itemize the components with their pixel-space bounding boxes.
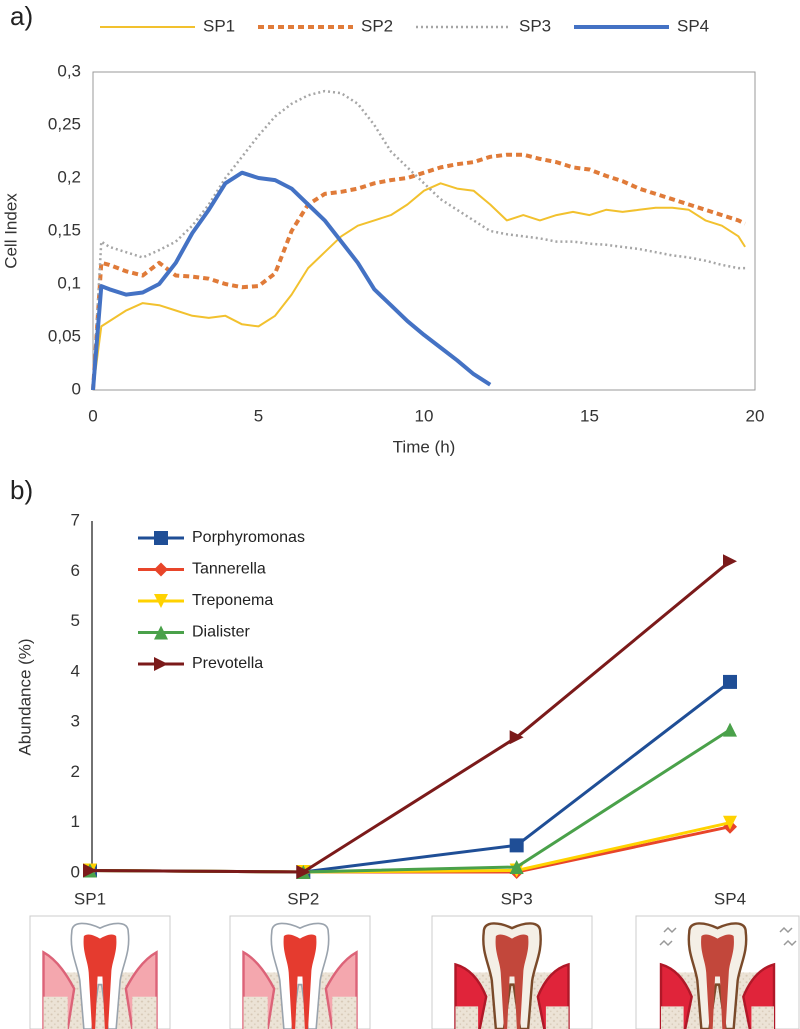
x-tick-label: 15 [580,406,599,425]
y-tick-label: 0 [71,862,80,881]
marker [723,674,737,689]
y-tick-label: 0,25 [48,114,81,133]
legend-marker [154,594,168,608]
illustration-frame [635,915,800,1029]
y-axis-label: Cell Index [1,193,20,269]
marker [723,722,737,737]
series-line [91,89,746,391]
x-tick-label: SP4 [714,889,746,908]
series-line [91,152,746,391]
y-tick-label: 6 [71,561,80,580]
series-line [89,560,731,874]
illustration-frame [229,915,371,1029]
series-line [89,728,731,874]
marker [509,859,524,874]
marker [723,815,737,830]
shake-lines [659,926,797,947]
y-tick-label: 5 [71,611,80,630]
legend-label: SP4 [677,16,709,35]
y-tick-label: 0 [72,379,81,398]
series-line [92,182,746,391]
illustration-frame [431,915,593,1029]
y-tick-label: 0,3 [57,61,81,80]
tooth-illustration [242,921,358,1029]
tooth-illustration [659,921,776,1029]
legend-label: SP3 [519,16,551,35]
y-tick-label: 2 [71,762,80,781]
x-tick-label: SP1 [74,889,106,908]
x-tick-label: SP3 [501,889,533,908]
plot-frame [92,71,756,391]
x-tick-label: 10 [415,406,434,425]
marker [509,838,524,853]
legend-marker [154,657,168,671]
marker [723,554,737,569]
series-line [89,825,731,874]
y-tick-label: 0,2 [57,167,81,186]
legend-label: Porphyromonas [192,529,305,546]
y-tick-label: 4 [71,661,80,680]
series-line [91,170,492,391]
legend-label: Treponema [192,592,273,609]
legend-label: Dialister [192,624,250,641]
legend-marker [154,531,168,545]
marker [509,730,524,745]
x-axis-label: Time (h) [393,437,456,456]
panel-label: a) [10,1,33,31]
y-tick-label: 7 [71,510,80,529]
y-tick-label: 1 [71,812,80,831]
illustrations [29,915,800,1029]
panel-label: b) [10,475,33,505]
y-axis-label: Abundance (%) [15,638,34,755]
legend-label: Tannerella [192,561,266,578]
x-tick-label: 0 [88,406,97,425]
y-tick-label: 0,15 [48,220,81,239]
legend-marker [154,625,168,640]
x-tick-label: SP2 [287,889,319,908]
x-tick-label: 20 [746,406,765,425]
legend-label: SP2 [361,16,393,35]
x-tick-label: 5 [254,406,263,425]
tooth-illustration [453,921,571,1029]
illustration-frame [29,915,171,1029]
y-tick-label: 0,1 [57,273,81,292]
legend-label: SP1 [203,16,235,35]
y-tick-label: 3 [71,712,80,731]
legend-marker [154,562,168,577]
marker [296,864,311,879]
y-tick-label: 0,05 [48,326,81,345]
tooth-illustration [42,921,158,1029]
marker [83,863,97,878]
legend-label: Prevotella [192,655,263,672]
